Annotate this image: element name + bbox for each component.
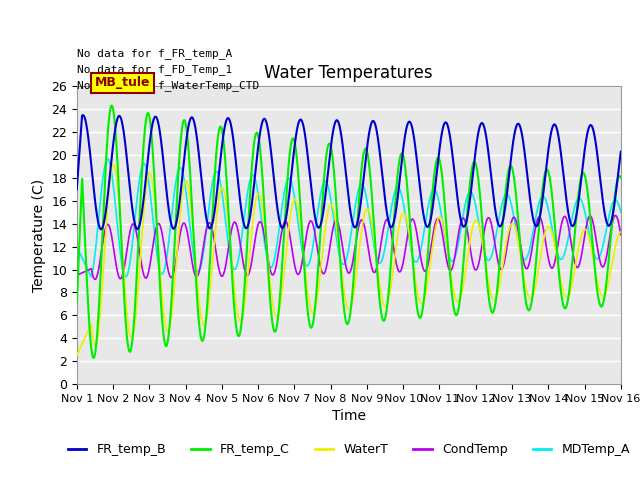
X-axis label: Time: Time [332, 409, 366, 423]
Text: MB_tule: MB_tule [95, 76, 150, 89]
Text: No data for f_FD_Temp_1: No data for f_FD_Temp_1 [77, 64, 232, 75]
Text: No data for f_WaterTemp_CTD: No data for f_WaterTemp_CTD [77, 81, 259, 91]
Text: No data for f_FR_temp_A: No data for f_FR_temp_A [77, 48, 232, 59]
Title: Water Temperatures: Water Temperatures [264, 64, 433, 82]
Legend: FR_temp_B, FR_temp_C, WaterT, CondTemp, MDTemp_A: FR_temp_B, FR_temp_C, WaterT, CondTemp, … [63, 438, 635, 461]
Y-axis label: Temperature (C): Temperature (C) [31, 179, 45, 292]
